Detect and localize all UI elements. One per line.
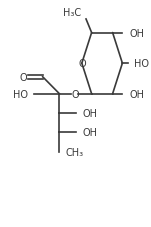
Text: OH: OH	[83, 128, 98, 138]
Text: OH: OH	[129, 89, 144, 99]
Text: H₃C: H₃C	[63, 8, 81, 18]
Text: O: O	[71, 89, 79, 99]
Text: HO: HO	[134, 59, 149, 69]
Text: HO: HO	[13, 89, 28, 99]
Text: OH: OH	[83, 109, 98, 118]
Text: O: O	[78, 59, 86, 69]
Text: O: O	[20, 72, 28, 82]
Text: CH₃: CH₃	[66, 147, 84, 157]
Text: OH: OH	[129, 28, 144, 38]
